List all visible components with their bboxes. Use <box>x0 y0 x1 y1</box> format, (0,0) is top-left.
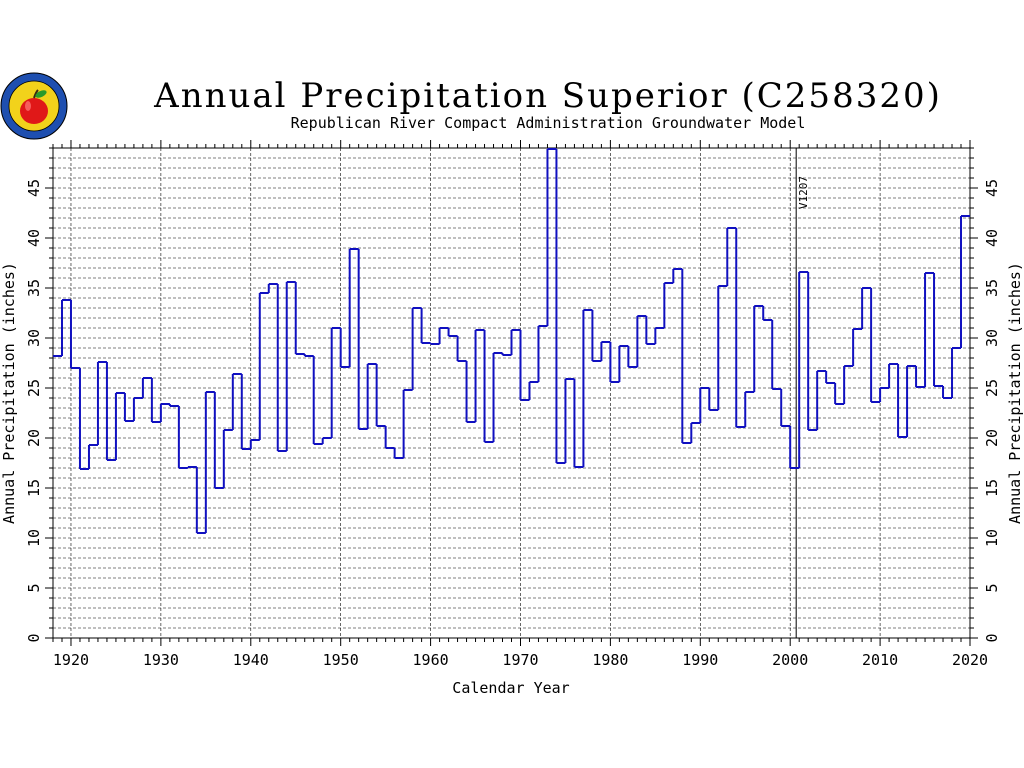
y-tick-label: 45 <box>25 179 43 197</box>
y-tick-label: 15 <box>25 479 43 497</box>
y-tick-label-right: 15 <box>983 479 1001 497</box>
x-tick-label: 1940 <box>233 651 269 669</box>
y-tick-label-right: 20 <box>983 429 1001 447</box>
y-axis-title-right: Annual Precipitation (inches) <box>1006 262 1024 524</box>
x-axis-title: Calendar Year <box>452 679 569 697</box>
chart-title: Annual Precipitation Superior (C258320) <box>153 76 942 116</box>
y-tick-label-right: 5 <box>983 583 1001 592</box>
x-tick-label: 1980 <box>592 651 628 669</box>
y-tick-label: 25 <box>25 379 43 397</box>
y-tick-label-right: 10 <box>983 529 1001 547</box>
annotations: V1207 <box>795 148 810 638</box>
y-tick-label: 0 <box>25 633 43 642</box>
y-tick-label: 30 <box>25 329 43 347</box>
x-tick-label: 1920 <box>53 651 89 669</box>
apple-seal-logo <box>0 72 68 140</box>
grid <box>53 148 970 638</box>
y-tick-label: 40 <box>25 229 43 247</box>
y-tick-label-right: 25 <box>983 379 1001 397</box>
x-tick-label: 2000 <box>772 651 808 669</box>
x-tick-label: 1960 <box>413 651 449 669</box>
x-tick-label: 1990 <box>682 651 718 669</box>
y-tick-label: 35 <box>25 279 43 297</box>
axis-ticks: 1920 1930 1940 1950 1960 1970 1980 1990 2000 2010… <box>25 140 1001 669</box>
x-tick-label: 1930 <box>143 651 179 669</box>
y-tick-label-right: 35 <box>983 279 1001 297</box>
y-tick-label-right: 45 <box>983 179 1001 197</box>
y-tick-label: 10 <box>25 529 43 547</box>
annotation-label: V1207 <box>797 176 810 209</box>
y-tick-label-right: 40 <box>983 229 1001 247</box>
x-tick-label: 1950 <box>323 651 359 669</box>
data-series <box>53 148 970 534</box>
x-tick-label: 2020 <box>952 651 988 669</box>
y-tick-label-right: 0 <box>983 633 1001 642</box>
y-tick-label-right: 30 <box>983 329 1001 347</box>
x-tick-label: 2010 <box>862 651 898 669</box>
y-axis-title-left: Annual Precipitation (inches) <box>0 262 18 524</box>
y-tick-label: 20 <box>25 429 43 447</box>
chart-subtitle: Republican River Compact Administration … <box>291 114 806 132</box>
plot-frame <box>52 147 971 639</box>
x-tick-label: 1970 <box>502 651 538 669</box>
y-tick-label: 5 <box>25 583 43 592</box>
